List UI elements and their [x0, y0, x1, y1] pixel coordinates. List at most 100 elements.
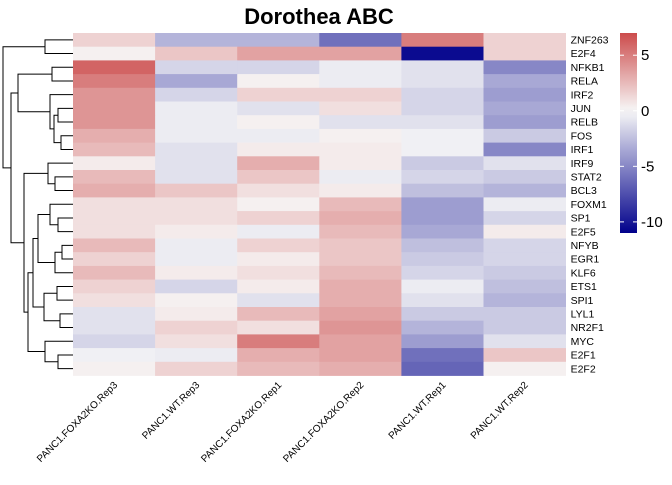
heatmap-cell — [319, 115, 402, 130]
heatmap-cell — [319, 87, 402, 102]
heatmap-cell — [237, 197, 320, 212]
heatmap-cell — [155, 279, 238, 294]
heatmap-cell — [401, 128, 484, 143]
heatmap-cell — [73, 128, 156, 143]
heatmap-cell — [155, 197, 238, 212]
heatmap-cell — [319, 101, 402, 116]
heatmap-cell — [155, 101, 238, 116]
heatmap-cell — [319, 265, 402, 280]
heatmap-cell — [319, 142, 402, 157]
heatmap-cell — [155, 265, 238, 280]
heatmap-cells — [73, 33, 566, 376]
row-label: MYC — [571, 336, 595, 348]
heatmap-cell — [155, 142, 238, 157]
heatmap-cell — [73, 74, 156, 89]
row-label: E2F5 — [571, 226, 596, 238]
dendrogram-branch — [44, 39, 73, 55]
legend-tick-label: -10 — [641, 214, 663, 231]
column-label: PANC1.FOXA2KO.Rep2 — [281, 380, 366, 465]
heatmap-cell — [73, 87, 156, 102]
heatmap-cell — [483, 293, 566, 308]
row-label: BCL3 — [571, 185, 597, 197]
heatmap-cell — [401, 279, 484, 294]
heatmap-cell — [483, 252, 566, 267]
heatmap-cell — [483, 128, 566, 143]
heatmap-cell — [319, 211, 402, 226]
heatmap-cell — [73, 101, 156, 116]
heatmap-cell — [237, 142, 320, 157]
heatmap-cell — [483, 334, 566, 349]
heatmap-cell — [483, 224, 566, 239]
heatmap-cell — [319, 170, 402, 185]
heatmap-cell — [155, 115, 238, 130]
heatmap-cell — [237, 238, 320, 253]
heatmap-cell — [237, 279, 320, 294]
heatmap-cell — [401, 307, 484, 322]
heatmap-cell — [73, 60, 156, 75]
heatmap-cell — [237, 156, 320, 171]
legend-tick-label: 0 — [641, 103, 649, 120]
dendrogram-branch — [17, 73, 52, 113]
heatmap-cell — [483, 101, 566, 116]
heatmap-cell — [401, 142, 484, 157]
heatmap-cell — [483, 170, 566, 185]
row-dendrogram — [2, 39, 73, 370]
heatmap-cell — [401, 293, 484, 308]
column-label: PANC1.FOXA2KO.Rep1 — [199, 380, 284, 465]
heatmap-cell — [73, 46, 156, 61]
heatmap-cell — [155, 46, 238, 61]
heatmap-cell — [73, 307, 156, 322]
heatmap-cell — [319, 46, 402, 61]
heatmap-cell — [237, 33, 320, 48]
heatmap-cell — [319, 307, 402, 322]
row-label: RELB — [571, 117, 598, 129]
heatmap-cell — [401, 101, 484, 116]
heatmap-cell — [319, 197, 402, 212]
row-label: STAT2 — [571, 171, 602, 183]
dendrogram-branch — [47, 162, 73, 185]
heatmap-cell — [319, 252, 402, 267]
heatmap-cell — [237, 348, 320, 363]
row-label: E2F4 — [571, 48, 596, 60]
row-label: E2F1 — [571, 350, 596, 362]
heatmap-cell — [237, 252, 320, 267]
heatmap-cell — [73, 320, 156, 335]
heatmap-cell — [73, 142, 156, 157]
heatmap-cell — [483, 348, 566, 363]
heatmap-cell — [155, 307, 238, 322]
heatmap-cell — [237, 115, 320, 130]
chart-title: Dorothea ABC — [244, 4, 394, 29]
dendrogram-branch — [43, 292, 60, 322]
heatmap-cell — [483, 115, 566, 130]
row-label: NFYB — [571, 240, 599, 252]
column-label: PANC1.WT.Rep1 — [387, 380, 449, 442]
heatmap-cell — [401, 265, 484, 280]
heatmap-cell — [73, 334, 156, 349]
heatmap-cell — [237, 87, 320, 102]
heatmap-cell — [401, 252, 484, 267]
heatmap-cell — [73, 293, 156, 308]
heatmap-cell — [237, 320, 320, 335]
heatmap-cell — [155, 128, 238, 143]
heatmap-cell — [483, 142, 566, 157]
heatmap-cell — [73, 115, 156, 130]
heatmap-cell — [155, 348, 238, 363]
heatmap-cell — [155, 238, 238, 253]
heatmap-cell — [155, 33, 238, 48]
heatmap-cell — [483, 60, 566, 75]
heatmap-cell — [401, 46, 484, 61]
row-label: SP1 — [571, 213, 591, 225]
heatmap-cell — [155, 60, 238, 75]
dendrogram-branch — [27, 272, 45, 353]
heatmap-cell — [483, 46, 566, 61]
heatmap-cell — [319, 183, 402, 198]
heatmap-cell — [319, 74, 402, 89]
heatmap-cell — [319, 320, 402, 335]
heatmap-cell — [155, 183, 238, 198]
heatmap-cell — [237, 74, 320, 89]
heatmap-cell — [483, 320, 566, 335]
heatmap-cell — [401, 320, 484, 335]
heatmap-cell — [401, 115, 484, 130]
row-label: KLF6 — [571, 267, 596, 279]
